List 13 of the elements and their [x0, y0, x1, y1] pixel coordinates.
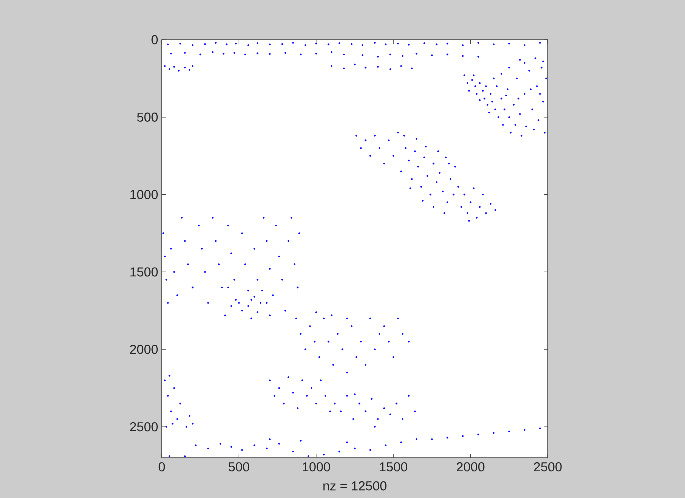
x-tick-label: 1000 [302, 462, 330, 472]
x-tick-label: 0 [158, 462, 166, 472]
y-tick-label: 0 [152, 35, 158, 45]
x-tick-label: 2500 [534, 462, 562, 472]
y-tick-label: 1500 [130, 268, 158, 277]
y-tick-label: 1000 [130, 190, 158, 200]
x-tick-label: 1500 [380, 462, 408, 472]
y-tick-label: 2500 [130, 422, 158, 432]
y-tick-label: 500 [137, 112, 158, 122]
x-axis-title: nz = 12500 [324, 482, 387, 491]
y-tick-label: 2000 [130, 345, 158, 354]
x-tick-label: 2000 [457, 462, 485, 472]
x-tick-label: 500 [228, 462, 250, 472]
